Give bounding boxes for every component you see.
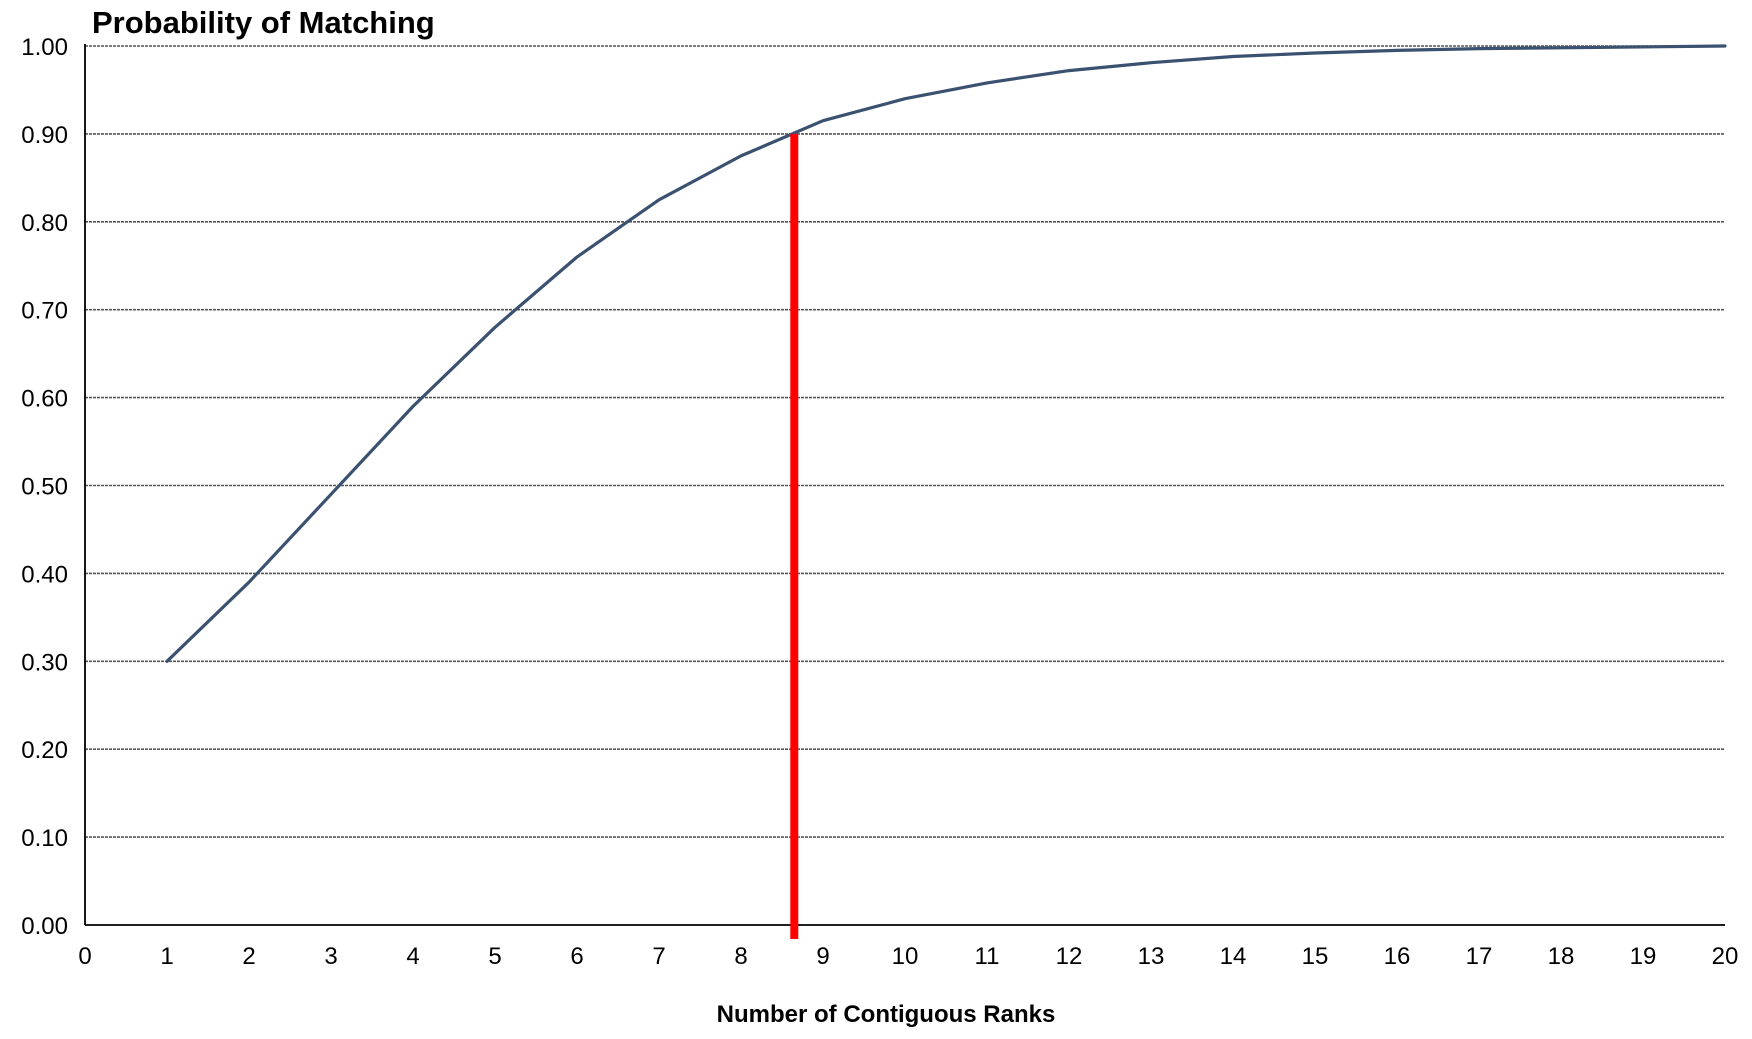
y-tick-label: 1.00 [21, 34, 68, 61]
x-axis-tick-labels: 0 1 2 3 4 5 6 7 8 9 10 11 12 13 14 15 16 17 18 19 20 [78, 943, 1738, 970]
x-tick-label: 9 [816, 943, 829, 970]
chart-title: Probability of Matching [92, 5, 435, 40]
x-tick-label: 11 [975, 943, 1000, 970]
y-tick-label: 0.50 [21, 474, 68, 501]
x-tick-label: 16 [1384, 943, 1411, 970]
y-tick-label: 0.30 [21, 649, 68, 676]
x-tick-label: 2 [242, 943, 255, 970]
x-tick-label: 3 [324, 943, 337, 970]
y-tick-label: 0.20 [21, 737, 68, 764]
y-tick-label: 0.60 [21, 386, 68, 413]
x-axis-title: Number of Contiguous Ranks [717, 1001, 1056, 1028]
y-tick-label: 0.80 [21, 210, 68, 237]
x-tick-label: 12 [1056, 943, 1083, 970]
y-tick-label: 0.00 [21, 913, 68, 940]
y-tick-label: 0.70 [21, 298, 68, 325]
x-tick-label: 7 [652, 943, 665, 970]
gridlines [85, 45, 1725, 838]
x-tick-label: 10 [892, 943, 919, 970]
x-tick-label: 8 [734, 943, 747, 970]
x-tick-label: 20 [1712, 943, 1739, 970]
y-axis-tick-labels: 0.00 0.10 0.20 0.30 0.40 0.50 0.60 0.70 0.80 0.90… [21, 34, 68, 940]
x-tick-label: 1 [160, 943, 173, 970]
x-tick-label: 6 [570, 943, 583, 970]
x-tick-label: 13 [1138, 943, 1165, 970]
x-tick-label: 4 [406, 943, 419, 970]
series [165, 44, 1727, 663]
x-tick-label: 15 [1302, 943, 1329, 970]
x-tick-label: 5 [488, 943, 501, 970]
y-tick-label: 0.90 [21, 122, 68, 149]
x-tick-label: 17 [1466, 943, 1493, 970]
y-tick-label: 0.10 [21, 825, 68, 852]
series-line [165, 44, 1727, 663]
x-tick-label: 0 [78, 943, 91, 970]
axes [84, 44, 1725, 926]
y-tick-label: 0.40 [21, 561, 68, 588]
x-tick-label: 14 [1220, 943, 1247, 970]
x-tick-label: 18 [1548, 943, 1575, 970]
x-tick-label: 19 [1630, 943, 1657, 970]
